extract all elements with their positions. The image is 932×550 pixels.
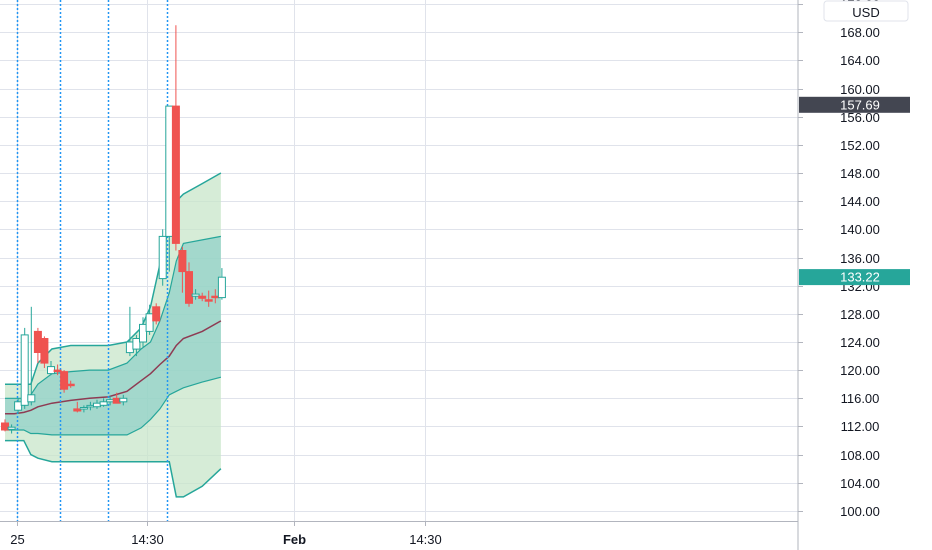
candle-body[interactable]	[33, 330, 42, 353]
y-tick-label: 136.00	[840, 251, 880, 266]
candle-body[interactable]	[152, 306, 161, 322]
y-tick-label: 128.00	[840, 307, 880, 322]
x-tick-label: 14:30	[131, 532, 164, 547]
candle-up[interactable]	[99, 398, 108, 407]
candle-up[interactable]	[191, 289, 200, 300]
candle-down[interactable]	[204, 290, 213, 307]
x-tick-label: 25	[10, 532, 24, 547]
candle-body[interactable]	[60, 371, 69, 390]
candle-body[interactable]	[178, 250, 187, 273]
candle-body[interactable]	[73, 408, 82, 412]
candles[interactable]	[1, 25, 226, 434]
candle-up[interactable]	[27, 306, 36, 406]
candle-body[interactable]	[14, 401, 23, 411]
y-tick-label: 156.00	[840, 110, 880, 125]
candle-body[interactable]	[132, 338, 141, 350]
y-tick-label: 104.00	[840, 476, 880, 491]
y-tick-label: 168.00	[840, 25, 880, 40]
candle-body[interactable]	[145, 313, 154, 332]
y-tick-label: 112.00	[841, 419, 880, 434]
price-tag: 157.69	[799, 96, 910, 113]
candle-body[interactable]	[93, 402, 101, 408]
y-tick-label: 108.00	[840, 448, 880, 463]
basis-line	[5, 320, 222, 415]
candle-body[interactable]	[20, 334, 29, 406]
y-tick-label: 124.00	[840, 335, 880, 350]
candle-up[interactable]	[139, 317, 147, 347]
candle-down[interactable]	[73, 401, 82, 413]
price-tag-box	[799, 269, 910, 286]
currency-button[interactable]: USD	[823, 0, 909, 22]
candle-body[interactable]	[86, 404, 95, 408]
inner-lower-band	[5, 376, 222, 436]
candle-up[interactable]	[14, 398, 23, 414]
candle-down[interactable]	[66, 380, 75, 388]
outer-lower-band	[5, 439, 222, 498]
candle-body[interactable]	[106, 399, 115, 403]
candle-body[interactable]	[191, 293, 200, 297]
candle-body[interactable]	[47, 366, 55, 375]
y-tick-label: 152.00	[840, 138, 880, 153]
candle-body[interactable]	[139, 323, 147, 343]
y-tick-label: 120.00	[840, 363, 880, 378]
candle-body[interactable]	[40, 338, 49, 364]
y-tick-label: 148.00	[840, 166, 880, 181]
candle-up[interactable]	[158, 229, 167, 286]
candle-body[interactable]	[119, 397, 128, 403]
price-axis[interactable]: 100.00 104.00 108.00 112.00 116.00 120.00 124.…	[0, 0, 880, 550]
candle-body[interactable]	[99, 401, 108, 406]
candle-down[interactable]	[60, 370, 69, 393]
candle-up[interactable]	[217, 268, 226, 300]
x-tick-label: Feb	[283, 532, 306, 547]
y-tick-label: 144.00	[840, 194, 880, 209]
candle-body[interactable]	[112, 397, 121, 404]
candle-body[interactable]	[171, 105, 180, 244]
candle-body[interactable]	[165, 105, 174, 237]
candle-down[interactable]	[40, 336, 49, 368]
candle-body[interactable]	[185, 271, 193, 304]
price-tag-label: 133.22	[840, 270, 880, 285]
candle-down[interactable]	[53, 364, 62, 376]
y-tick-label: 164.00	[840, 53, 880, 68]
candle-body[interactable]	[66, 383, 75, 387]
price-tag-label: 157.69	[840, 97, 880, 112]
candle-body[interactable]	[53, 369, 62, 373]
candle-down[interactable]	[1, 419, 9, 432]
candle-up[interactable]	[20, 327, 29, 409]
session-markers	[16, 0, 169, 521]
candle-body[interactable]	[158, 235, 167, 280]
price-tag: 133.22	[799, 269, 910, 286]
time-axis[interactable]: 25 14:30 Feb 14:30	[10, 521, 442, 547]
candle-up[interactable]	[7, 424, 16, 434]
y-tick-label: 160.00	[840, 82, 880, 97]
price-tags: 157.69 133.22	[799, 96, 910, 286]
candle-body[interactable]	[125, 341, 134, 354]
y-tick-label: 100.00	[840, 504, 880, 519]
candle-body[interactable]	[27, 394, 36, 403]
candle-down[interactable]	[185, 262, 193, 307]
currency-button-frame[interactable]	[823, 0, 909, 22]
y-tick-label: 140.00	[840, 222, 880, 237]
x-tick-label: 14:30	[409, 532, 442, 547]
candle-body[interactable]	[198, 295, 207, 299]
candle-body[interactable]	[211, 295, 220, 299]
candle-down[interactable]	[178, 246, 187, 293]
candle-down[interactable]	[198, 292, 207, 302]
candle-body[interactable]	[204, 299, 213, 302]
currency-label: USD	[852, 5, 879, 20]
candle-up[interactable]	[79, 405, 88, 413]
candle-up[interactable]	[119, 394, 128, 406]
candle-down[interactable]	[152, 303, 161, 325]
candle-up[interactable]	[145, 304, 154, 335]
price-tag-box	[799, 96, 910, 113]
y-tick-label: 116.00	[841, 391, 880, 406]
candle-body[interactable]	[217, 276, 226, 299]
candle-up[interactable]	[132, 334, 141, 357]
candle-body[interactable]	[7, 426, 16, 430]
candle-body[interactable]	[79, 407, 88, 410]
candle-body[interactable]	[1, 422, 9, 431]
candle-down[interactable]	[171, 25, 180, 251]
